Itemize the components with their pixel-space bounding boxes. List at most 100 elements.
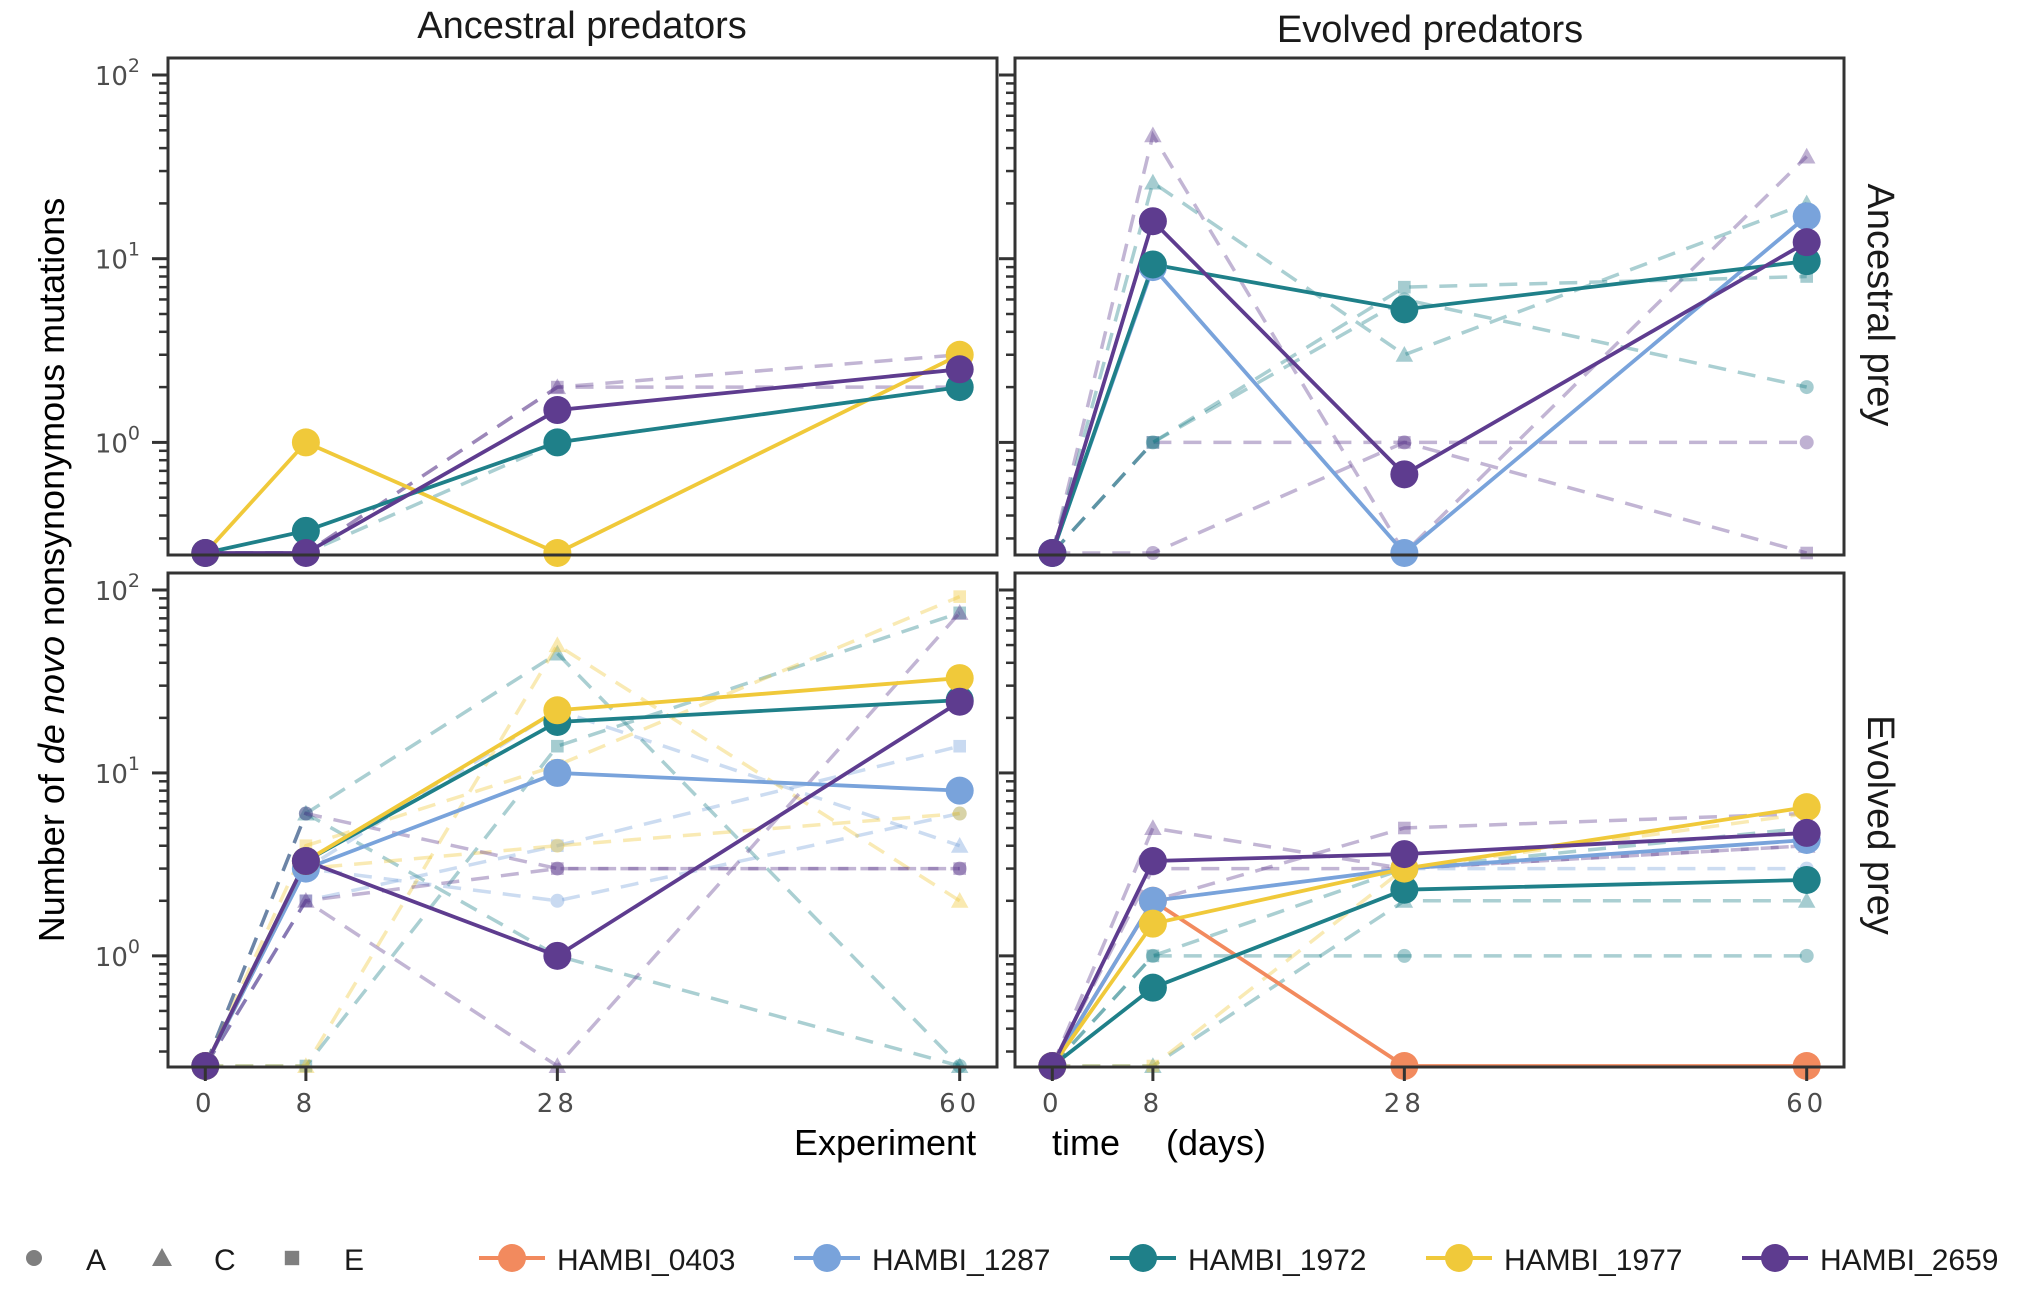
legend-label-HAMBI_1977: HAMBI_1977 — [1504, 1244, 1682, 1277]
replicate-point-HAMBI_2659-A — [1145, 546, 1160, 560]
replicate-line-HAMBI_2659-E — [1051, 440, 1808, 555]
replicate-point-HAMBI_1972-E — [1146, 949, 1160, 963]
strip-label-row-2: Evolved prey — [1859, 715, 1901, 935]
strip-label-col-2: Evolved predators — [1277, 9, 1583, 51]
replicate-point-HAMBI_1972-C — [1395, 346, 1414, 362]
replicate-line-HAMBI_2659-C — [1050, 130, 1808, 556]
replicate-point-HAMBI_2659-C — [1144, 126, 1162, 143]
y-axis-title-part-3: nonsynonymous mutations — [31, 198, 72, 636]
replicate-point-HAMBI_1977-C — [950, 892, 969, 908]
mean-point-HAMBI_1287 — [945, 776, 974, 805]
mean-point-HAMBI_1972 — [1390, 875, 1419, 904]
legend-shape-E — [284, 1250, 300, 1266]
replicate-point-HAMBI_1972-E — [953, 606, 966, 620]
replicate-point-HAMBI_2659-E — [1398, 436, 1411, 449]
mean-point-HAMBI_1287 — [1138, 886, 1167, 915]
replicate-point-HAMBI_1972-C — [950, 1057, 969, 1073]
replicate-line-HAMBI_1972-E — [1051, 274, 1807, 555]
replicate-point-HAMBI_2659-C — [548, 1057, 567, 1073]
legend-shape-label-C: C — [214, 1244, 236, 1277]
replicate-point-HAMBI_1977-C — [297, 1057, 315, 1073]
mean-point-HAMBI_1287 — [1792, 202, 1821, 231]
mean-line-HAMBI_2659 — [1050, 831, 1807, 1067]
replicate-line-HAMBI_2659-E — [203, 866, 960, 1067]
mean-point-HAMBI_1287 — [1390, 539, 1419, 567]
legend-shape-A — [26, 1250, 42, 1266]
panel-border-row1-col1 — [166, 56, 999, 557]
replicate-point-HAMBI_1977-A — [952, 806, 967, 821]
mean-line-HAMBI_2659 — [203, 700, 961, 1067]
y-tick-label: 102 — [95, 570, 140, 607]
y-tick-label-exponent: 0 — [128, 936, 140, 958]
replicate-line-HAMBI_1972-C — [203, 651, 961, 1068]
replicate-point-HAMBI_2659-A — [1397, 435, 1412, 450]
replicate-point-HAMBI_2659-C — [950, 604, 969, 620]
mean-point-HAMBI_1977 — [1138, 909, 1167, 938]
x-tick-label: 0 — [1042, 1089, 1063, 1119]
mean-point-HAMBI_2659 — [1390, 460, 1419, 489]
replicate-point-HAMBI_1972-A — [1145, 435, 1160, 450]
mean-line-HAMBI_1972 — [203, 698, 960, 1067]
replicate-line-HAMBI_2659-A — [203, 811, 960, 1067]
mean-line-HAMBI_1972 — [204, 385, 960, 555]
legend-point-HAMBI_1977 — [1445, 1244, 1473, 1272]
legend: A C E HAMBI_0403 HAMBI_1287 HAMBI_1972 HAMBI_1… — [26, 1244, 1998, 1277]
y-tick-label-base: 10 — [95, 62, 128, 92]
replicate-point-HAMBI_1977-C — [548, 636, 567, 653]
replicate-line-HAMBI_1972-A — [1051, 297, 1808, 555]
y-tick-label: 101 — [95, 753, 140, 790]
mean-point-HAMBI_1972 — [543, 428, 572, 457]
y-tick-label: 100 — [95, 936, 140, 973]
legend-point-HAMBI_1287 — [813, 1244, 841, 1272]
x-tick-label: 60 — [1786, 1089, 1827, 1119]
y-tick-label-base: 10 — [95, 760, 128, 790]
replicate-point-HAMBI_2659-A — [550, 861, 565, 876]
replicate-point-HAMBI_1287-A — [550, 893, 565, 908]
replicate-line-HAMBI_1287-C — [203, 708, 961, 1067]
y-tick-label-base: 10 — [95, 429, 128, 459]
replicate-line-HAMBI_2659-C — [205, 385, 960, 555]
mean-point-HAMBI_2659 — [1792, 228, 1821, 257]
mean-line-HAMBI_1977 — [203, 353, 961, 556]
y-tick-label-exponent: 1 — [128, 753, 140, 775]
panel-border-row2-col2 — [1013, 571, 1846, 1069]
y-tick-label-base: 10 — [95, 246, 128, 276]
mean-point-HAMBI_1287 — [543, 758, 572, 787]
mean-point-HAMBI_2659 — [191, 539, 220, 567]
replicate-point-HAMBI_1287-E — [299, 894, 313, 908]
mean-point-HAMBI_1977 — [1792, 793, 1821, 822]
mean-point-HAMBI_2659 — [945, 687, 974, 716]
y-axis-title-italic: de novo — [31, 636, 72, 764]
replicate-line-HAMBI_1287-E — [203, 744, 961, 1067]
replicate-point-HAMBI_1972-A — [1799, 948, 1814, 963]
replicate-point-HAMBI_1972-E — [551, 739, 564, 753]
replicate-point-HAMBI_2659-C — [297, 892, 315, 908]
panel-border-row1-col2 — [1013, 56, 1846, 557]
replicate-point-HAMBI_1972-A — [1145, 948, 1160, 963]
mean-point-HAMBI_2659 — [291, 847, 320, 876]
mean-point-HAMBI_1972 — [291, 516, 320, 545]
replicate-point-HAMBI_2659-E — [1398, 821, 1411, 835]
strip-label-row-1: Ancestral prey — [1859, 184, 1901, 427]
y-tick-label: 101 — [95, 239, 140, 276]
x-tick-label: 60 — [939, 1089, 980, 1119]
x-axis-title-word-2: time — [1052, 1122, 1120, 1163]
y-tick-label: 100 — [95, 422, 140, 459]
mean-point-HAMBI_2659 — [1792, 818, 1821, 847]
replicate-point-HAMBI_1972-C — [1144, 173, 1162, 190]
legend-point-HAMBI_2659 — [1761, 1244, 1789, 1272]
mean-point-HAMBI_1977 — [291, 428, 320, 457]
replicate-point-HAMBI_1972-E — [1146, 436, 1160, 449]
panel-border-row2-col1 — [166, 571, 999, 1069]
x-tick-label: 0 — [195, 1089, 216, 1119]
mean-point-HAMBI_2659 — [543, 396, 572, 425]
replicate-line-HAMBI_2659-C — [1050, 826, 1807, 1067]
mean-point-HAMBI_2659 — [1138, 847, 1167, 876]
y-tick-label-base: 10 — [95, 943, 128, 973]
y-tick-label-exponent: 2 — [128, 55, 140, 77]
mean-point-HAMBI_1977 — [945, 664, 974, 693]
mean-line-HAMBI_2659 — [1050, 217, 1808, 554]
replicate-line-HAMBI_2659-A — [1050, 843, 1807, 1067]
replicate-point-HAMBI_1972-C — [548, 644, 567, 661]
